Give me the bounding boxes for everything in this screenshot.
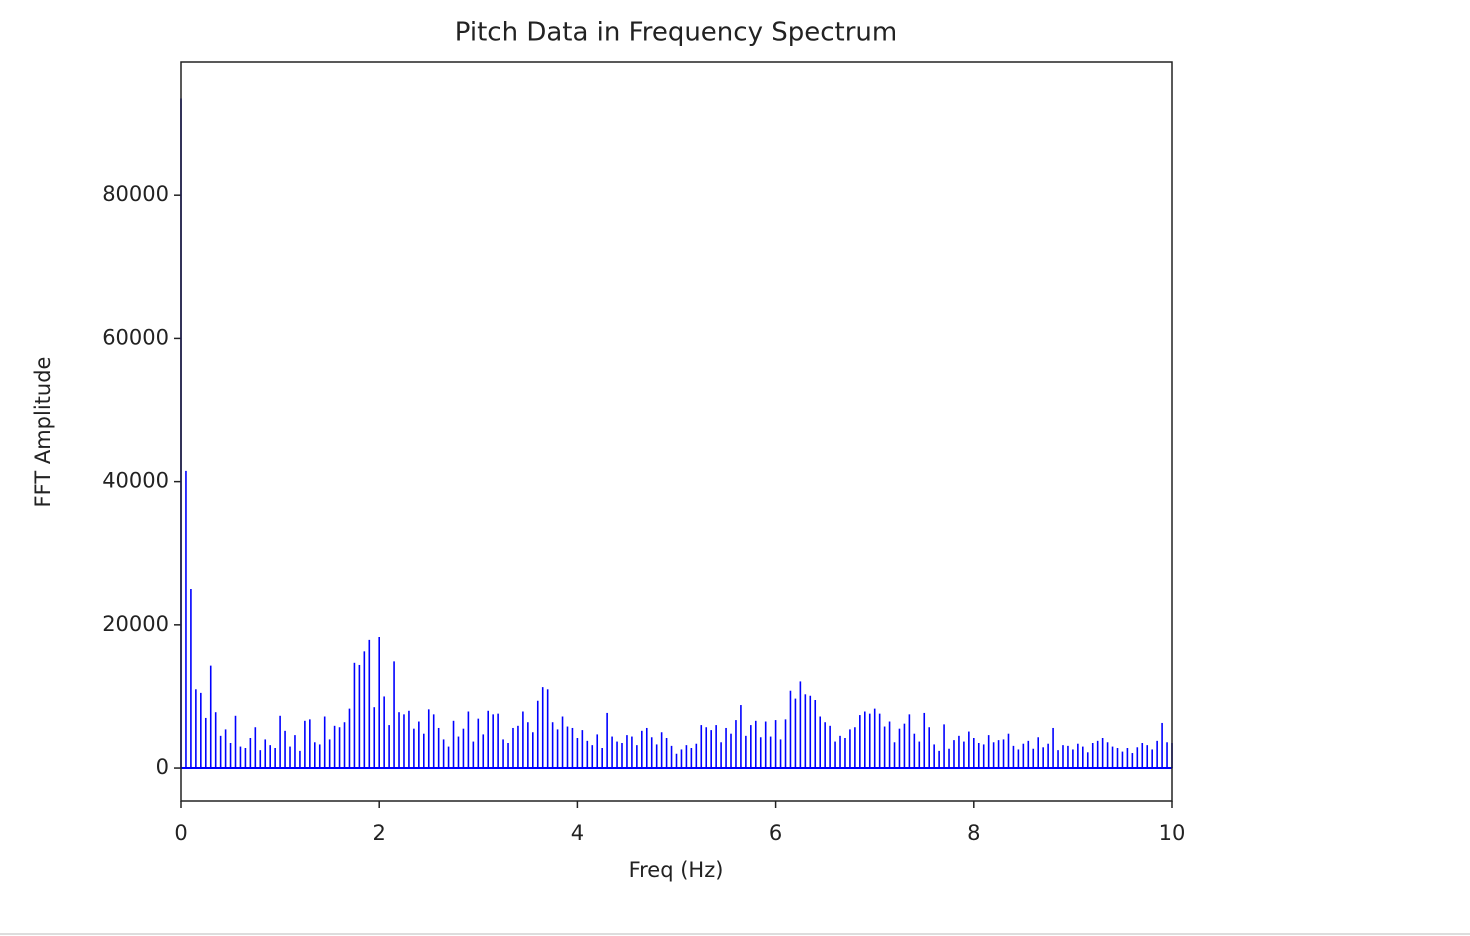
x-tick-label: 10 — [1159, 821, 1186, 845]
y-tick-label: 20000 — [102, 612, 169, 636]
x-tick-label: 4 — [571, 821, 584, 845]
chart-title: Pitch Data in Frequency Spectrum — [455, 18, 897, 48]
plot-frame — [180, 61, 1173, 802]
y-tick-label: 60000 — [102, 325, 169, 349]
x-tick-label: 8 — [967, 821, 980, 845]
y-axis-label: FFT Amplitude — [31, 357, 55, 508]
x-tick-label: 0 — [174, 821, 187, 845]
y-tick-label: 0 — [156, 755, 169, 779]
x-tick-label: 2 — [373, 821, 386, 845]
y-tick-label: 40000 — [102, 469, 169, 493]
x-axis-label: Freq (Hz) — [629, 858, 724, 882]
x-tick-label: 6 — [769, 821, 782, 845]
y-tick-label: 80000 — [102, 182, 169, 206]
